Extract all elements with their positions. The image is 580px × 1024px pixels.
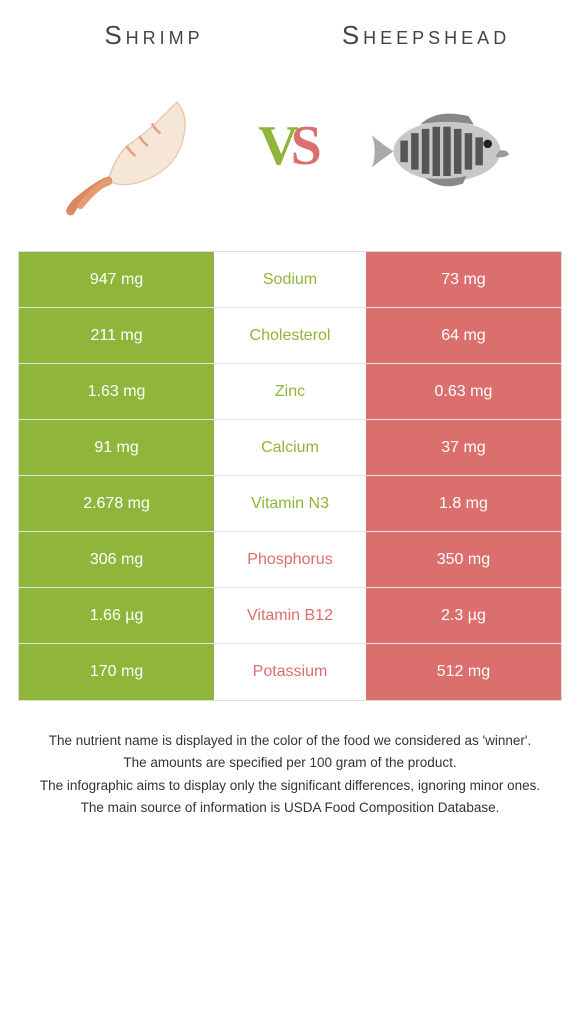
- vs-label: V S: [258, 114, 322, 178]
- nutrient-table: 947 mgSodium73 mg211 mgCholesterol64 mg1…: [18, 251, 562, 701]
- nutrient-label: Zinc: [214, 364, 366, 419]
- nutrient-label: Calcium: [214, 420, 366, 475]
- left-value: 211 mg: [19, 308, 214, 363]
- table-row: 91 mgCalcium37 mg: [19, 420, 561, 476]
- right-value: 64 mg: [366, 308, 561, 363]
- footer-line3: The infographic aims to display only the…: [28, 776, 552, 796]
- left-title: Shrimp: [18, 20, 290, 51]
- footer-line1: The nutrient name is displayed in the co…: [28, 731, 552, 751]
- left-value: 2.678 mg: [19, 476, 214, 531]
- right-value: 2.3 µg: [366, 588, 561, 643]
- left-value: 91 mg: [19, 420, 214, 475]
- right-value: 350 mg: [366, 532, 561, 587]
- left-value: 947 mg: [19, 252, 214, 307]
- table-row: 1.66 µgVitamin B122.3 µg: [19, 588, 561, 644]
- nutrient-label: Potassium: [214, 644, 366, 700]
- footer-line4: The main source of information is USDA F…: [28, 798, 552, 818]
- nutrient-label: Sodium: [214, 252, 366, 307]
- right-title: Sheepshead: [290, 20, 562, 51]
- table-row: 211 mgCholesterol64 mg: [19, 308, 561, 364]
- table-row: 306 mgPhosphorus350 mg: [19, 532, 561, 588]
- table-row: 1.63 mgZinc0.63 mg: [19, 364, 561, 420]
- right-value: 1.8 mg: [366, 476, 561, 531]
- table-row: 2.678 mgVitamin N31.8 mg: [19, 476, 561, 532]
- left-value: 1.63 mg: [19, 364, 214, 419]
- sheepshead-icon: [372, 71, 522, 221]
- nutrient-label: Vitamin B12: [214, 588, 366, 643]
- right-value: 73 mg: [366, 252, 561, 307]
- images-row: V S: [18, 71, 562, 221]
- nutrient-label: Phosphorus: [214, 532, 366, 587]
- footer-line2: The amounts are specified per 100 gram o…: [28, 753, 552, 773]
- left-value: 170 mg: [19, 644, 214, 700]
- left-value: 1.66 µg: [19, 588, 214, 643]
- table-row: 170 mgPotassium512 mg: [19, 644, 561, 700]
- shrimp-icon: [58, 71, 208, 221]
- right-value: 0.63 mg: [366, 364, 561, 419]
- footer-text: The nutrient name is displayed in the co…: [18, 731, 562, 818]
- left-value: 306 mg: [19, 532, 214, 587]
- right-value: 37 mg: [366, 420, 561, 475]
- vs-s: S: [291, 114, 322, 178]
- nutrient-label: Cholesterol: [214, 308, 366, 363]
- right-value: 512 mg: [366, 644, 561, 700]
- nutrient-label: Vitamin N3: [214, 476, 366, 531]
- titles-row: Shrimp Sheepshead: [18, 20, 562, 51]
- table-row: 947 mgSodium73 mg: [19, 252, 561, 308]
